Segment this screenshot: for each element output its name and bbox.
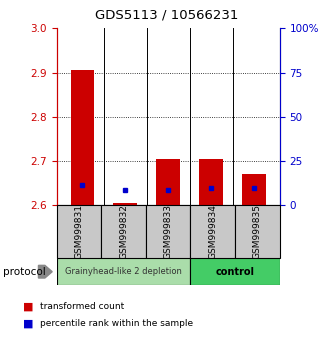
Text: GSM999831: GSM999831 bbox=[74, 204, 84, 259]
Text: GDS5113 / 10566231: GDS5113 / 10566231 bbox=[95, 9, 238, 22]
Bar bbox=[242, 175, 266, 205]
Bar bbox=[114, 203, 137, 205]
Bar bbox=[71, 70, 94, 205]
Text: transformed count: transformed count bbox=[40, 302, 124, 311]
Text: ■: ■ bbox=[23, 301, 34, 311]
Bar bbox=[146, 205, 190, 258]
Bar bbox=[235, 205, 280, 258]
Text: GSM999834: GSM999834 bbox=[208, 204, 217, 259]
Text: ■: ■ bbox=[23, 319, 34, 329]
Text: GSM999832: GSM999832 bbox=[119, 204, 128, 259]
Bar bbox=[199, 159, 223, 205]
Bar bbox=[190, 205, 235, 258]
Text: GSM999833: GSM999833 bbox=[164, 204, 173, 259]
Bar bbox=[190, 258, 280, 285]
Text: protocol: protocol bbox=[3, 267, 46, 277]
Bar bbox=[101, 205, 146, 258]
Bar bbox=[57, 205, 101, 258]
Text: Grainyhead-like 2 depletion: Grainyhead-like 2 depletion bbox=[65, 267, 182, 276]
FancyArrow shape bbox=[39, 266, 52, 278]
Bar bbox=[57, 258, 190, 285]
Bar bbox=[157, 159, 180, 205]
Text: control: control bbox=[215, 267, 255, 277]
Text: GSM999835: GSM999835 bbox=[253, 204, 262, 259]
Text: percentile rank within the sample: percentile rank within the sample bbox=[40, 319, 193, 329]
